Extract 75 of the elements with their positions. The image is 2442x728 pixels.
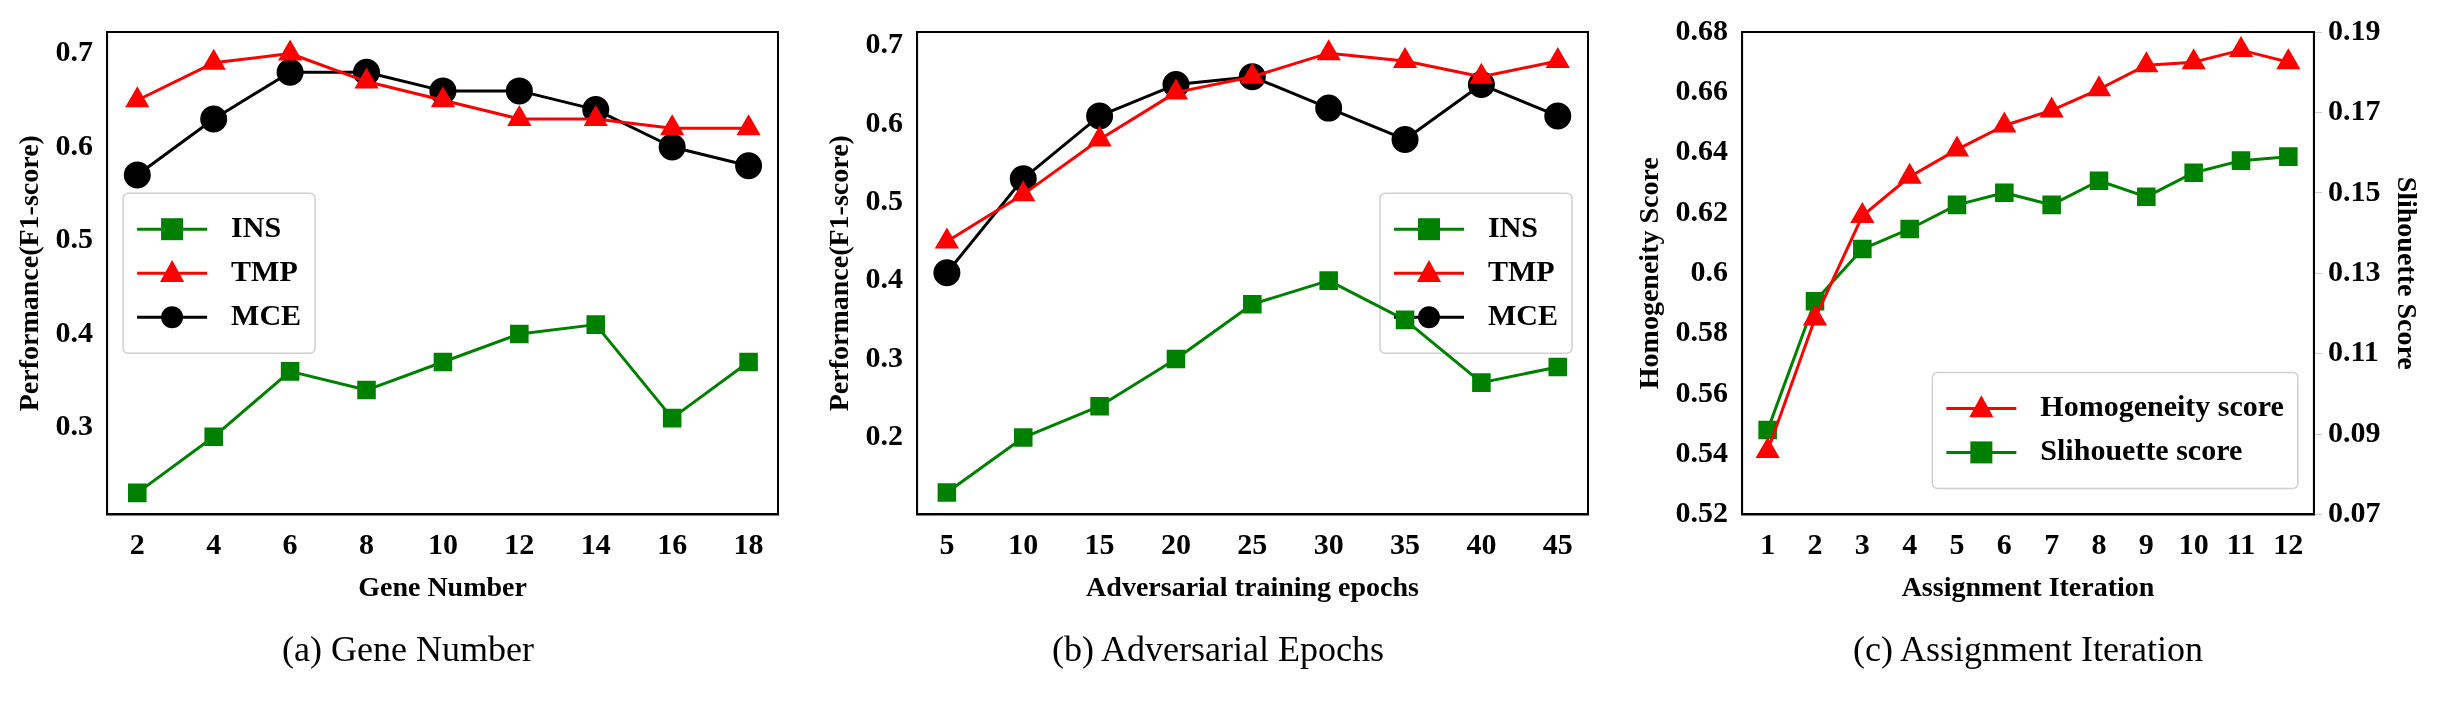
y-tick-label: 0.4	[865, 261, 904, 295]
text: (c) Assignment Iteration	[1853, 628, 2203, 670]
x-tick-label: 5	[1949, 527, 1965, 561]
x-tick-label: 6	[1996, 527, 2012, 561]
y-tick-label: 0.66	[1675, 73, 1729, 107]
legend-label: TMP	[231, 253, 298, 287]
x-tick-label: 11	[2226, 527, 2256, 561]
y-axis-title: Performance(F1-score)	[13, 135, 45, 412]
y-tick-label: 0.54	[1675, 434, 1729, 468]
y-tick-label: 0.56	[1675, 374, 1729, 408]
x-tick-label: 18	[733, 527, 764, 561]
y-axis-title: Performance(F1-score)	[823, 135, 855, 412]
x-tick-label: 16	[657, 527, 688, 561]
legend-label: INS	[1488, 209, 1539, 243]
y-tick-label: 0.5	[55, 221, 94, 255]
y-tick-label: 0.5	[865, 182, 904, 216]
x-tick-label: 6	[282, 527, 298, 561]
legend-label: TMP	[1488, 253, 1555, 287]
x-axis-title: Adversarial training epochs	[1086, 571, 1420, 603]
text: (b) Adversarial Epochs	[1052, 628, 1384, 670]
x-tick-label: 12	[2273, 527, 2304, 561]
x-tick-label: 5	[939, 527, 955, 561]
y2-tick-label: 0.13	[2327, 253, 2381, 287]
x-tick-label: 1	[1760, 527, 1776, 561]
x-tick-label: 4	[1902, 527, 1918, 561]
x-tick-label: 9	[2138, 527, 2154, 561]
x-tick-label: 12	[504, 527, 535, 561]
legend-label: Slihouette score	[2040, 433, 2243, 467]
x-tick-label: 4	[206, 527, 222, 561]
x-axis-title: Gene Number	[358, 571, 527, 603]
y-tick-label: 0.52	[1675, 495, 1729, 529]
y-tick-label: 0.62	[1675, 193, 1729, 227]
y2-tick-label: 0.09	[2327, 414, 2381, 448]
y-tick-label: 0.4	[55, 314, 94, 348]
y-tick-label: 0.6	[865, 104, 904, 138]
x-tick-label: 2	[1807, 527, 1823, 561]
x-tick-label: 7	[2044, 527, 2060, 561]
x-tick-label: 14	[580, 527, 611, 561]
text: (a) Gene Number	[282, 628, 534, 670]
legend-label: Homogeneity score	[2040, 389, 2284, 423]
y2-tick-label: 0.19	[2327, 12, 2381, 46]
x-tick-label: 20	[1160, 527, 1191, 561]
y2-axis-title: Slihouette Score	[2391, 176, 2423, 370]
legend-label: INS	[231, 209, 282, 243]
y-tick-label: 0.3	[55, 408, 94, 442]
y-tick-label: 0.6	[55, 127, 94, 161]
y-tick-label: 0.68	[1675, 12, 1729, 46]
x-tick-label: 8	[2091, 527, 2107, 561]
x-tick-label: 45	[1542, 527, 1573, 561]
x-tick-label: 35	[1390, 527, 1421, 561]
y-tick-label: 0.7	[865, 26, 904, 60]
x-tick-label: 10	[2178, 527, 2209, 561]
y-tick-label: 0.3	[865, 339, 904, 373]
x-tick-label: 10	[1008, 527, 1039, 561]
x-axis-title: Assignment Iteration	[1901, 571, 2155, 603]
x-tick-label: 8	[359, 527, 375, 561]
y2-tick-label: 0.15	[2327, 173, 2381, 207]
x-tick-label: 2	[129, 527, 145, 561]
x-tick-label: 3	[1854, 527, 1870, 561]
x-tick-label: 40	[1466, 527, 1497, 561]
legend-label: MCE	[231, 297, 302, 331]
y-tick-label: 0.2	[865, 418, 904, 452]
y2-tick-label: 0.17	[2327, 93, 2381, 127]
y2-tick-label: 0.11	[2327, 334, 2379, 368]
x-tick-label: 10	[427, 527, 458, 561]
y-tick-label: 0.64	[1675, 133, 1729, 167]
x-tick-label: 15	[1084, 527, 1115, 561]
x-tick-label: 25	[1237, 527, 1268, 561]
x-tick-label: 30	[1313, 527, 1344, 561]
y-tick-label: 0.7	[55, 34, 94, 68]
legend-label: MCE	[1488, 297, 1559, 331]
y-tick-label: 0.6	[1690, 253, 1729, 287]
y-tick-label: 0.58	[1675, 314, 1729, 348]
y2-tick-label: 0.07	[2327, 495, 2381, 529]
y-axis-title: Homogeneity Score	[1633, 157, 1665, 390]
